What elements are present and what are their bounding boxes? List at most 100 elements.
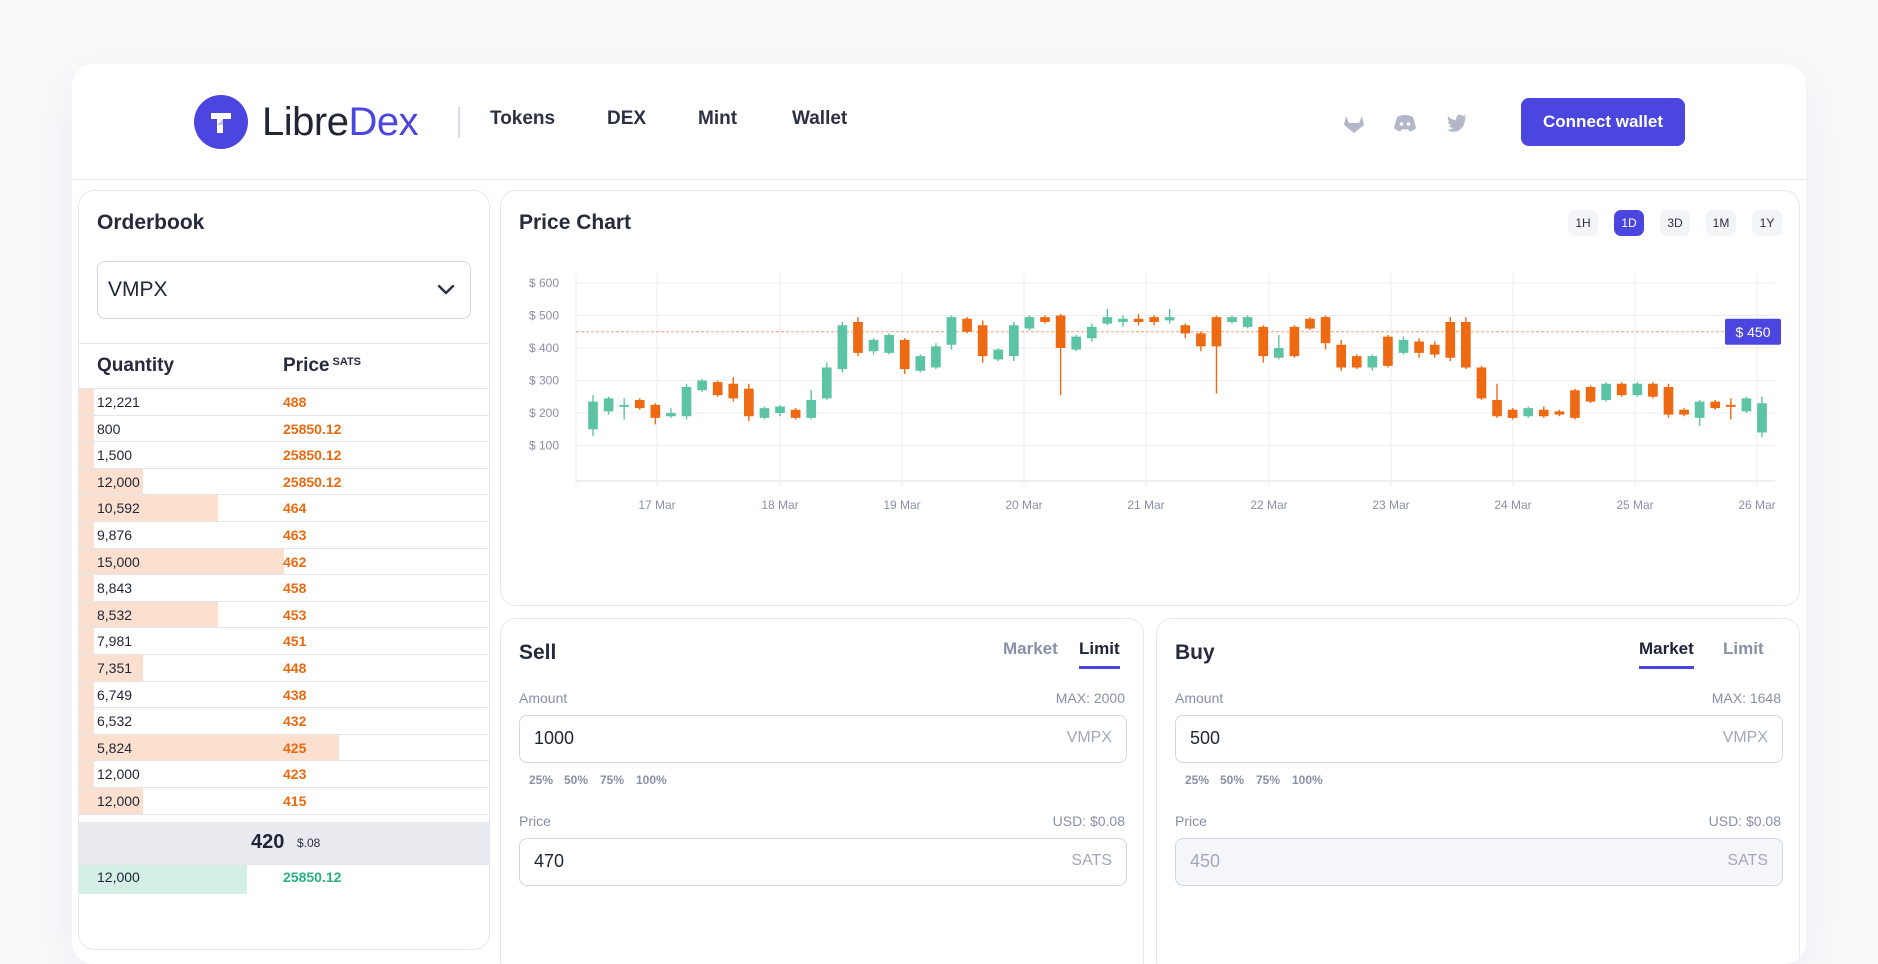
orderbook-row[interactable]: 6,749 438 (79, 681, 489, 709)
candle-body (728, 383, 739, 399)
orderbook-row[interactable]: 9,876 463 (79, 522, 489, 549)
buy-price-value: 450 (1190, 851, 1221, 871)
candle-body (962, 318, 972, 332)
depth-bar (79, 655, 143, 681)
discord-icon[interactable] (1392, 110, 1418, 136)
candle-body (697, 380, 707, 391)
candle-body (1273, 348, 1284, 358)
candle-body (1289, 326, 1300, 357)
buy-price-input: 450 SATS (1175, 838, 1783, 886)
orderbook-row[interactable]: 6,532 432 (79, 708, 489, 735)
order-price: 25850.12 (283, 473, 342, 490)
buy-25-percent-button[interactable]: 25% (1185, 773, 1210, 787)
sell-title: Sell (519, 641, 557, 664)
order-quantity: 8,843 (97, 580, 133, 597)
timeframe-1h-button[interactable]: 1H (1568, 210, 1598, 236)
order-price: 463 (283, 527, 307, 543)
order-price: 25850.12 (283, 420, 342, 437)
order-quantity: 8,532 (97, 606, 133, 623)
timeframe-1y-button[interactable]: 1Y (1752, 210, 1782, 236)
buy-amount-unit: VMPX (1722, 729, 1768, 746)
orderbook-row[interactable]: 12,000 415 (79, 788, 489, 815)
orderbook-title: Orderbook (97, 211, 205, 234)
order-price: 448 (283, 660, 307, 676)
candle-body (1507, 409, 1518, 418)
buy-tab-market[interactable]: Market (1639, 639, 1694, 669)
candle-body (1445, 322, 1456, 358)
timeframe-1m-button[interactable]: 1M (1706, 210, 1736, 236)
order-quantity: 6,749 (97, 686, 133, 703)
nav-tokens[interactable]: Tokens (490, 108, 556, 129)
brand-name[interactable]: LibreDex (262, 96, 419, 148)
orderbook-row[interactable]: 12,000 423 (79, 761, 489, 788)
buy-100-percent-button[interactable]: 100% (1292, 773, 1323, 787)
candle-body (1492, 400, 1502, 417)
connect-wallet-button[interactable]: Connect wallet (1521, 98, 1685, 146)
price-tag-label: $ 450 (1735, 324, 1770, 340)
orderbook-row[interactable]: 8,843 458 (79, 575, 489, 602)
orderbook-row[interactable]: 5,824 425 (79, 734, 489, 762)
nav-dex[interactable]: DEX (607, 108, 647, 129)
buy-50-percent-button[interactable]: 50% (1220, 773, 1245, 787)
x-tick-label: 24 Mar (1494, 498, 1531, 512)
x-tick-label: 21 Mar (1127, 498, 1164, 512)
orderbook-row[interactable]: 10,592 464 (79, 495, 489, 522)
sell-tab-limit[interactable]: Limit (1079, 639, 1120, 669)
depth-bar (79, 495, 219, 521)
order-quantity: 7,351 (97, 660, 133, 676)
buy-75-percent-button[interactable]: 75% (1256, 773, 1281, 787)
header-divider-line (79, 388, 489, 389)
header-divider (458, 107, 460, 138)
depth-bar (79, 389, 95, 415)
token-select[interactable]: VMPX (97, 261, 471, 319)
token-select-value: VMPX (108, 278, 168, 301)
order-price: 464 (283, 500, 307, 517)
candle-body (681, 387, 692, 417)
candle-body (1538, 409, 1549, 417)
price-unit-label: SATS (332, 356, 362, 368)
candlestick-chart[interactable]: $ 600 $ 500 $ 400 $ 300 $ 200 $ 100 17 Mar 18 M… (501, 191, 1800, 606)
orderbook-row[interactable]: 7,351 448 (79, 655, 489, 682)
orderbook-row[interactable]: 800 25850.12 (79, 415, 489, 443)
sell-price-input[interactable]: 470 SATS (519, 838, 1127, 886)
timeframe-1d-button[interactable]: 1D (1614, 210, 1644, 236)
candle-body (1102, 317, 1113, 324)
gitlab-icon[interactable] (1341, 110, 1367, 136)
order-price: 488 (283, 394, 307, 410)
nav-mint[interactable]: Mint (698, 108, 738, 129)
buy-tab-limit[interactable]: Limit (1723, 639, 1764, 658)
orderbook-row[interactable]: 12,000 25850.12 (79, 468, 489, 496)
candle-body (1164, 317, 1175, 321)
sell-amount-input[interactable]: 1000 VMPX (519, 715, 1127, 763)
orderbook-row[interactable]: 8,532 453 (79, 601, 489, 629)
depth-bar (79, 708, 95, 734)
timeframe-3d-button[interactable]: 3D (1660, 210, 1690, 236)
buy-panel: Buy Market Limit Amount MAX: 1648 500 VM… (1156, 618, 1800, 964)
sell-75-percent-button[interactable]: 75% (600, 773, 625, 787)
candle-body (1741, 398, 1752, 412)
sell-25-percent-button[interactable]: 25% (529, 773, 554, 787)
candle-body (1367, 356, 1378, 368)
sell-tab-market[interactable]: Market (1003, 639, 1058, 658)
buy-amount-input[interactable]: 500 VMPX (1175, 715, 1783, 763)
nav-wallet[interactable]: Wallet (792, 108, 848, 129)
candle-body (603, 398, 614, 412)
twitter-icon[interactable] (1444, 110, 1470, 136)
mid-price-usd: $.08 (297, 836, 321, 850)
depth-bar (79, 548, 284, 575)
sell-50-percent-button[interactable]: 50% (564, 773, 589, 787)
buy-order-row[interactable]: 12,000 25850.12 (79, 864, 489, 894)
candle-body (946, 317, 957, 345)
orderbook-row[interactable]: 15,000 462 (79, 548, 489, 576)
buy-price-unit: SATS (1727, 852, 1768, 869)
sell-100-percent-button[interactable]: 100% (636, 773, 667, 787)
candle-body (759, 408, 770, 418)
orderbook-row[interactable]: 12,221 488 (79, 389, 489, 416)
x-tick-label: 20 Mar (1005, 498, 1042, 512)
sell-panel: Sell Market Limit Amount MAX: 2000 1000 … (500, 618, 1144, 964)
orderbook-row[interactable]: 7,981 451 (79, 628, 489, 655)
candle-body (1757, 403, 1767, 433)
candle-body (1227, 317, 1237, 322)
libredex-logo-icon[interactable] (194, 95, 248, 149)
orderbook-row[interactable]: 1,500 25850.12 (79, 442, 489, 469)
